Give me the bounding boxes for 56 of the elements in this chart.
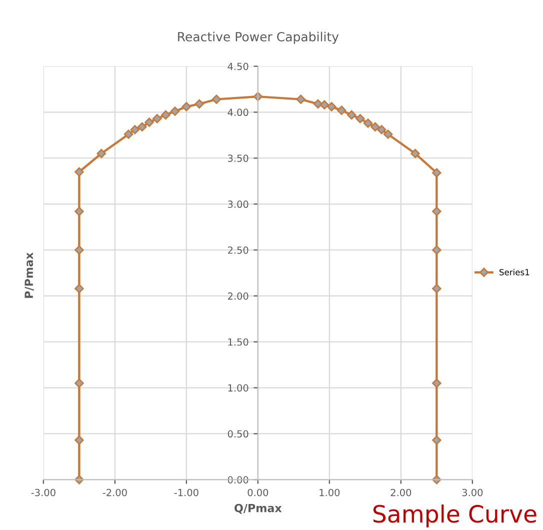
- y-tick-label: 3.00: [228, 200, 248, 208]
- x-tick-label: 0.00: [248, 488, 268, 496]
- point: [96, 148, 106, 158]
- point: [124, 130, 134, 139]
- point: [161, 110, 170, 120]
- chart-title: Reactive Power Capability: [178, 32, 339, 44]
- point: [74, 167, 84, 177]
- point: [356, 114, 365, 124]
- point: [144, 118, 154, 127]
- y-tick-label: 1.00: [228, 384, 248, 392]
- point: [74, 436, 84, 445]
- point: [363, 118, 373, 128]
- point: [212, 94, 222, 104]
- point: [432, 168, 442, 178]
- point: [432, 206, 442, 216]
- point: [432, 284, 442, 294]
- y-tick-label: 0.50: [228, 430, 248, 438]
- point: [130, 125, 140, 134]
- point: [74, 378, 84, 388]
- point: [383, 130, 393, 139]
- y-tick-label: 2.00: [228, 292, 248, 300]
- x-tick-label: -3.00: [31, 488, 56, 496]
- y-tick-label: 3.50: [228, 154, 248, 162]
- point: [74, 284, 84, 294]
- point: [432, 378, 442, 388]
- point: [313, 99, 323, 109]
- point: [370, 122, 380, 132]
- point: [170, 106, 180, 116]
- point: [152, 114, 162, 124]
- point: [74, 245, 84, 255]
- point: [376, 125, 386, 134]
- legend-label: Series1: [500, 268, 530, 276]
- point: [432, 436, 442, 445]
- point: [432, 245, 442, 255]
- x-tick-label: 3.00: [462, 488, 483, 496]
- y-tick-label: 4.50: [228, 62, 248, 70]
- point: [296, 94, 306, 104]
- point: [320, 100, 330, 110]
- x-tick-label: 2.00: [390, 488, 412, 496]
- point: [182, 102, 192, 112]
- x-tick-label: 1.00: [320, 488, 340, 496]
- point: [410, 148, 420, 158]
- point: [137, 122, 147, 132]
- y-tick-label: 4.00: [228, 108, 248, 116]
- y-tick-label: 1.50: [228, 338, 248, 346]
- point: [346, 110, 356, 120]
- x-tick-label: -2.00: [102, 488, 127, 496]
- point: [194, 99, 204, 109]
- point: [336, 106, 346, 115]
- text: Sample Curve: [373, 504, 536, 528]
- y-axis-title: P/Pmax: [24, 252, 34, 298]
- y-tick-label: 2.50: [228, 246, 248, 254]
- point: [326, 102, 336, 112]
- x-tick-label: -1.00: [174, 488, 198, 496]
- x-axis-title: Q/Pmax: [234, 504, 282, 514]
- point: [74, 206, 84, 216]
